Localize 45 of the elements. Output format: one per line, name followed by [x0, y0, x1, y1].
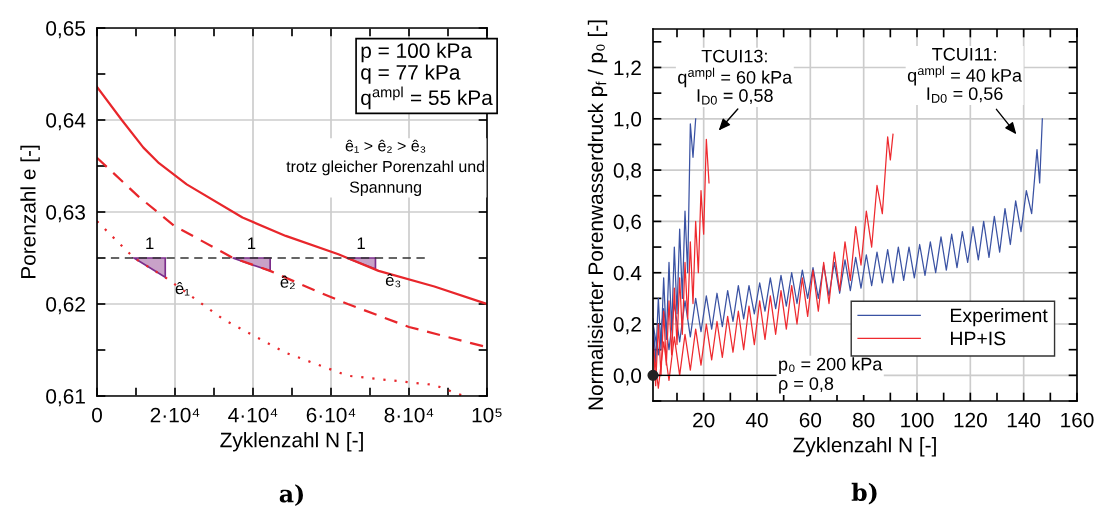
- text: TCUI11: q$^{ampl}$ = 40 kPa I$_{D0}$ = 0,56: [907, 47, 1022, 103]
- x-tick-label: 2·10⁴: [150, 407, 200, 423]
- x-axis-title: Zyklenzahl N [-]: [220, 432, 363, 452]
- y-tick-label: 0,8: [613, 163, 641, 181]
- y-axis-title: Normalisierter Porenwasserdruck p$_{f}$ / p₀ [-]: [587, 20, 608, 410]
- y-tick-label: 0,62: [46, 297, 85, 315]
- legend-label: Experiment: [951, 308, 1048, 327]
- y-tick-label: 0,63: [46, 205, 85, 223]
- annotation: 1: [357, 237, 365, 249]
- x-tick-label: 60: [799, 412, 822, 428]
- y-tick-label: 0,6: [613, 214, 641, 232]
- x-tick-label: 10⁵: [472, 407, 502, 423]
- x-tick-label: 8·10⁴: [384, 407, 434, 423]
- y-axis-title: Porenzahl e [-]: [20, 145, 40, 279]
- x-tick-label: 6·10⁴: [306, 407, 356, 423]
- annotation: p = 100 kPa q = 77 kPa q$^{ampl}$ = 55 kPa: [361, 42, 493, 110]
- x-tick-label: 0: [92, 407, 102, 423]
- x-tick-label: 140: [1007, 412, 1041, 428]
- x-tick-label: 40: [745, 412, 768, 428]
- x-tick-label: 120: [954, 412, 987, 428]
- annotation: ê₂: [280, 275, 295, 290]
- y-tick-label: 0.4: [613, 265, 642, 281]
- x-tick-label: 4·10⁴: [228, 407, 278, 423]
- annotation: 1: [248, 237, 256, 249]
- x-axis-title: Zyklenzahl N [-]: [793, 437, 936, 457]
- y-tick-label: 0,61: [46, 389, 85, 407]
- y-tick-label: 1,2: [614, 60, 641, 78]
- y-tick-label: 0,65: [46, 21, 86, 39]
- annotation: p₀ = 200 kPa ρ = 0,8: [779, 357, 883, 394]
- legend-label: HP+IS: [951, 331, 1006, 346]
- x-tick-label: 20: [693, 412, 715, 428]
- annotation: ê₃: [385, 273, 401, 288]
- x-tick-label: 160: [1061, 412, 1094, 428]
- y-tick-label: 0,0: [613, 368, 642, 386]
- y-tick-label: 1,0: [614, 111, 642, 130]
- x-tick-label: 80: [852, 412, 875, 428]
- text: TCUI13: q$^{ampl}$ = 60 kPa I$_{D0}$ = 0,58: [678, 49, 793, 105]
- annotation: ê₁ > ê₂ > ê₃ trotz gleicher Porenzahl und Spannung: [286, 139, 485, 196]
- annotation: 1: [146, 237, 154, 249]
- x-tick-label: 100: [901, 412, 934, 428]
- text: b): [851, 482, 877, 505]
- annotation: ê₁: [175, 282, 190, 296]
- text: a): [279, 484, 303, 506]
- y-tick-label: 0,2: [613, 317, 641, 335]
- y-tick-label: 0,64: [46, 113, 86, 131]
